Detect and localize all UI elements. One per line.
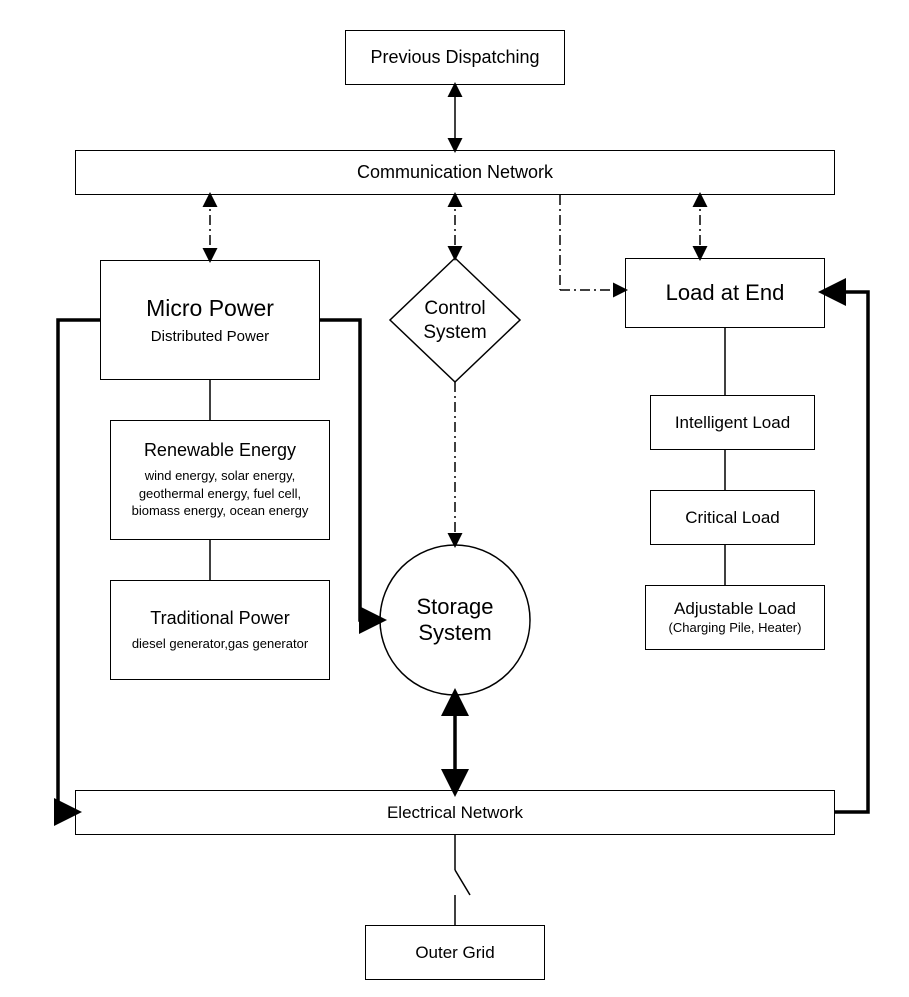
control-label1: Control (424, 298, 485, 319)
control-label2: System (423, 322, 486, 343)
node-control-system: Control System (390, 258, 520, 382)
storage-label2: System (418, 620, 491, 645)
storage-label1: Storage (416, 594, 493, 619)
node-storage: Storage System (380, 545, 530, 695)
diagram-edges: Control System Storage System (0, 0, 909, 997)
diagram-canvas: Previous Dispatching Communication Netwo… (0, 0, 909, 997)
